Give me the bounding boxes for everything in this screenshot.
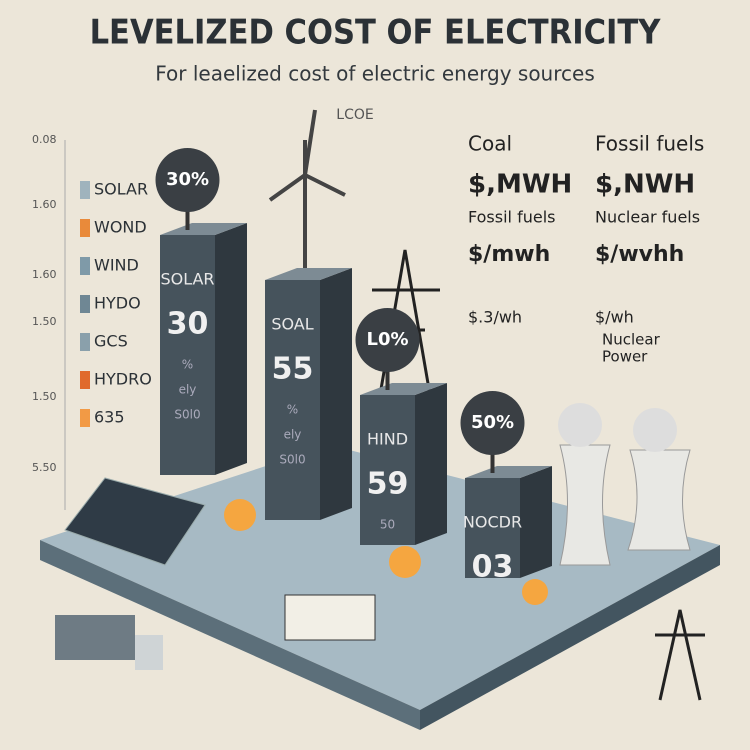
scale-label: 1.60: [32, 268, 57, 281]
column-side: [215, 223, 247, 475]
legend-swatch: [80, 257, 90, 275]
bubble: [355, 308, 420, 372]
column-value: 59: [367, 467, 409, 502]
legend: 0.08 1.60 1.60 1.50 1.50 5.50 SOLAR WOND WIND HYD…: [32, 133, 152, 510]
panel-text: $/mwh: [468, 242, 550, 267]
title: LEVELIZED COST OF ELECTRICITY: [90, 13, 662, 53]
column-top: [160, 223, 247, 235]
legend-label: GCS: [94, 332, 128, 351]
bubble: [460, 391, 525, 455]
bulb: [224, 499, 256, 531]
column-top: [465, 466, 552, 478]
panel-text: Nuclear: [602, 331, 661, 349]
column-name: HIND: [367, 430, 408, 449]
cooling-tower: [627, 449, 691, 551]
steam: [633, 408, 677, 452]
bubble-label: 50%: [471, 412, 514, 433]
column-front: [360, 395, 415, 545]
column-top: [265, 268, 352, 280]
bubble-label: L0%: [366, 329, 408, 350]
legend-swatch: [80, 181, 90, 199]
solar-panel: [64, 477, 206, 566]
lcoe-label: LCOE: [336, 107, 373, 123]
column-name: SOLAR: [160, 270, 214, 289]
column-front: [265, 280, 320, 520]
pylon: [655, 609, 705, 701]
column-note: 50: [380, 518, 395, 532]
panel-text: Coal: [468, 132, 512, 156]
column-front: [160, 235, 215, 475]
cooling-tower: [559, 444, 611, 566]
scale-label: 0.08: [32, 133, 57, 146]
bubble: [155, 148, 220, 212]
bulb: [389, 546, 421, 578]
panel-text: $/wvhh: [595, 242, 684, 267]
panel-text: $,MWH: [468, 170, 572, 200]
steam: [558, 403, 602, 447]
panel-text: Fossil fuels: [595, 132, 704, 156]
legend-label: HYDO: [94, 294, 141, 313]
column-top: [360, 383, 447, 395]
legend-label: WOND: [94, 218, 147, 237]
column-note: S0l0: [174, 408, 200, 422]
turbine-blades: [268, 109, 346, 202]
column-note: S0l0: [279, 453, 305, 467]
column-side: [520, 466, 552, 578]
legend-swatch: [80, 333, 90, 351]
panel-text: $.3/wh: [468, 308, 522, 327]
factory: [284, 594, 376, 641]
column-side: [415, 383, 447, 545]
platform-edge: [420, 545, 720, 730]
legend-swatch: [80, 409, 90, 427]
column-side: [320, 268, 352, 520]
platform-edge: [40, 540, 420, 730]
column-note: %: [182, 358, 193, 372]
legend-label: 635: [94, 408, 125, 427]
subtitle: For leaelized cost of electric energy so…: [155, 62, 595, 86]
column-front: [465, 478, 520, 578]
legend-label: HYDRO: [94, 370, 152, 389]
panel-text: Power: [602, 348, 648, 366]
legend-swatch: [80, 295, 90, 313]
columns: SOLAR 30% ely S0l0 30% SOAL 55% ely S0l0 HIND 59 50…: [155, 148, 552, 585]
legend-swatch: [80, 219, 90, 237]
panel-text: $,NWH: [595, 170, 695, 200]
scale-label: 5.50: [32, 461, 57, 474]
column-value: 55: [272, 352, 314, 387]
scale-label: 1.60: [32, 198, 57, 211]
column-note: ely: [284, 428, 302, 442]
truck-cab: [135, 635, 163, 670]
bulb: [522, 579, 548, 605]
column-note: %: [287, 403, 298, 417]
panel-text: Nuclear fuels: [595, 208, 700, 227]
column-name: SOAL: [271, 315, 313, 334]
panel-text: $/wh: [595, 308, 634, 327]
cost-panel: Coal $,MWH Fossil fuels $/mwh $.3/wh Fossil f…: [468, 132, 704, 366]
scale-label: 1.50: [32, 390, 57, 403]
legend-label: WIND: [94, 256, 139, 275]
legend-swatch: [80, 371, 90, 389]
truck: [55, 615, 135, 660]
column-value: 30: [167, 307, 209, 342]
column-value: 03: [472, 550, 514, 585]
panel-text: Fossil fuels: [468, 208, 555, 227]
bubble-label: 30%: [166, 169, 209, 190]
column-note: ely: [179, 383, 197, 397]
scale-label: 1.50: [32, 315, 57, 328]
legend-label: SOLAR: [94, 180, 148, 199]
column-name: NOCDR: [463, 513, 522, 532]
